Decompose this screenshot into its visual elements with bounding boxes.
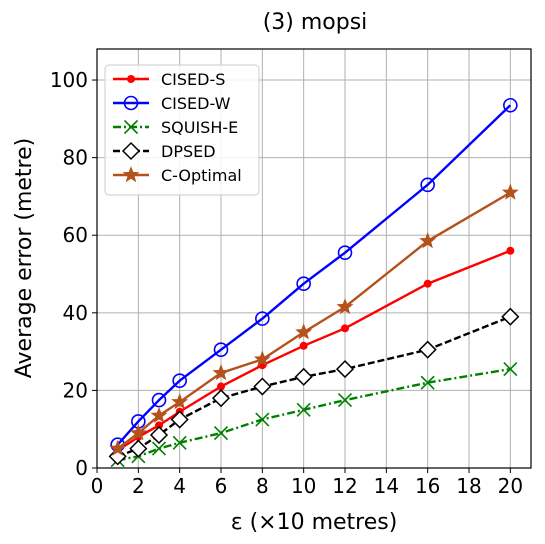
legend: CISED-S CISED-W SQUISH-E DPSED C-Optimal: [104, 64, 260, 196]
legend-item: SQUISH-E: [113, 118, 238, 137]
data-point: [170, 410, 189, 429]
data-point: [255, 311, 270, 326]
legend-label: CISED-S: [161, 70, 225, 89]
data-point: [420, 375, 435, 390]
legend-item: CISED-W: [113, 94, 231, 113]
data-point: [172, 435, 187, 450]
data-point: [212, 364, 230, 381]
x-tick-label: 20: [498, 474, 523, 498]
data-point: [337, 393, 353, 408]
series-line: [116, 104, 512, 446]
data-point: [213, 426, 229, 441]
data-point: [296, 276, 311, 292]
y-tick-label: 40: [63, 301, 88, 325]
series-line: [116, 191, 511, 450]
y-tick-label: 60: [63, 223, 88, 247]
data-point: [296, 402, 311, 417]
legend-marker: [122, 166, 140, 183]
data-point: [151, 441, 167, 456]
data-point: [299, 341, 308, 350]
x-tick-label: 14: [374, 474, 399, 498]
data-point: [217, 382, 225, 391]
legend-box: [104, 64, 260, 196]
y-tick-label: 20: [63, 378, 88, 402]
data-point: [172, 373, 187, 389]
series-line: [117, 315, 511, 458]
series-line: [117, 367, 511, 462]
x-tick-label: 0: [91, 474, 104, 498]
data-point: [420, 177, 435, 193]
legend-marker: [123, 95, 139, 111]
series-group: [108, 97, 520, 468]
y-axis-label: Average error (metre): [12, 138, 37, 378]
data-point: [501, 307, 520, 326]
data-point: [129, 424, 147, 441]
data-point: [151, 392, 167, 408]
data-point: [503, 97, 518, 113]
data-point: [337, 245, 353, 260]
y-tick-label: 100: [50, 68, 88, 92]
data-point: [419, 232, 437, 249]
data-point: [213, 342, 229, 357]
data-point: [506, 246, 515, 255]
data-point: [294, 367, 313, 386]
legend-item: DPSED: [113, 141, 216, 161]
x-tick-label: 12: [332, 474, 357, 498]
data-point: [423, 279, 432, 288]
legend-marker: [121, 141, 141, 161]
data-point: [149, 425, 169, 445]
series-SQUISH-E: [110, 362, 518, 468]
series-CISED-W: [110, 97, 518, 453]
data-point: [335, 360, 355, 379]
series-line: [117, 249, 511, 452]
data-point: [255, 412, 270, 427]
x-axis-label: ε (×10 metres): [231, 510, 398, 535]
y-tick-label: 80: [63, 146, 88, 170]
data-point: [150, 406, 168, 423]
data-point: [253, 350, 271, 367]
x-tick-label: 16: [415, 474, 440, 498]
tick-group: 0 2 4 6 8 10 12 14 16 18 20 0 20 40 60 80 100: [50, 68, 523, 498]
legend-label: CISED-W: [161, 94, 231, 113]
legend-label: DPSED: [161, 142, 216, 161]
data-point: [341, 324, 349, 333]
legend-label: C-Optimal: [161, 166, 242, 185]
data-point: [155, 421, 163, 430]
series-DPSED: [108, 307, 520, 466]
series-C-Optimal: [109, 183, 519, 456]
legend-label: SQUISH-E: [161, 118, 238, 137]
data-point: [129, 439, 148, 458]
legend-marker: [123, 119, 139, 135]
y-tick-label: 0: [75, 456, 88, 480]
x-tick-label: 8: [256, 474, 269, 498]
data-point: [295, 323, 313, 340]
data-point: [171, 393, 189, 410]
data-point: [109, 439, 127, 456]
x-tick-label: 18: [456, 474, 481, 498]
data-point: [336, 298, 354, 315]
data-point: [418, 340, 437, 359]
legend-item: C-Optimal: [113, 166, 242, 185]
x-tick-label: 10: [291, 474, 316, 498]
x-tick-label: 6: [215, 474, 228, 498]
legend-item: CISED-S: [113, 70, 225, 89]
plot-frame: [96, 48, 532, 469]
legend-marker: [127, 75, 135, 83]
data-point: [501, 183, 519, 200]
x-tick-label: 4: [173, 474, 186, 498]
data-point: [253, 377, 272, 396]
data-point: [211, 389, 231, 408]
data-point: [503, 362, 518, 377]
x-tick-label: 2: [132, 474, 145, 498]
chart-title: (3) mopsi: [263, 10, 368, 35]
